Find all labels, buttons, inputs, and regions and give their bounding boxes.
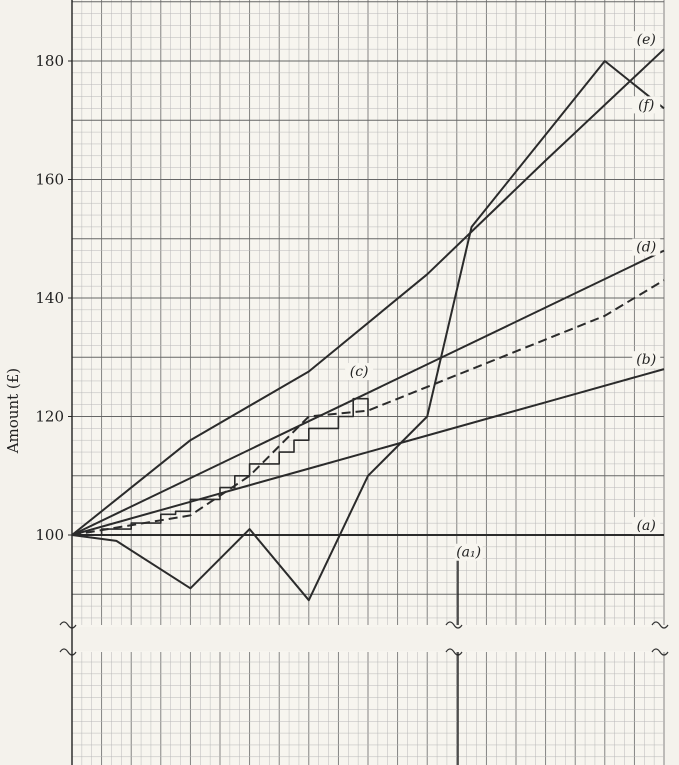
label-bg [454,543,483,561]
series-line [71,279,665,536]
y-axis-label: Amount (£) [4,368,22,454]
break-mark [651,648,669,656]
series-label: (a) [637,518,656,534]
series-label: (b) [636,352,656,368]
break-mark [651,621,669,629]
series-line [72,397,369,536]
series-label: (e) [637,32,656,48]
y-tick-label: 160 [35,171,64,189]
series-label: (f) [638,97,654,113]
label-bg [632,31,661,49]
series-line [71,249,665,536]
label-bg [632,238,661,256]
y-tick-label: 140 [35,289,64,307]
y-tick-label: 120 [35,408,64,426]
break-mark [59,648,77,656]
label-bg [632,351,661,369]
series-label: (a₁) [456,545,481,561]
axis-break [0,627,679,651]
y-tick-label: 180 [35,52,64,70]
break-mark [445,621,463,629]
y-tick-label: 100 [35,526,64,544]
label-bg [632,517,661,535]
label-bg [632,96,661,114]
series-line [71,368,665,536]
break-mark [445,648,463,656]
series-line [71,48,665,536]
break-mark [59,621,77,629]
series-line [71,60,665,602]
label-bg [345,363,374,381]
series-label: (c) [350,364,369,380]
series-label: (d) [636,240,656,256]
